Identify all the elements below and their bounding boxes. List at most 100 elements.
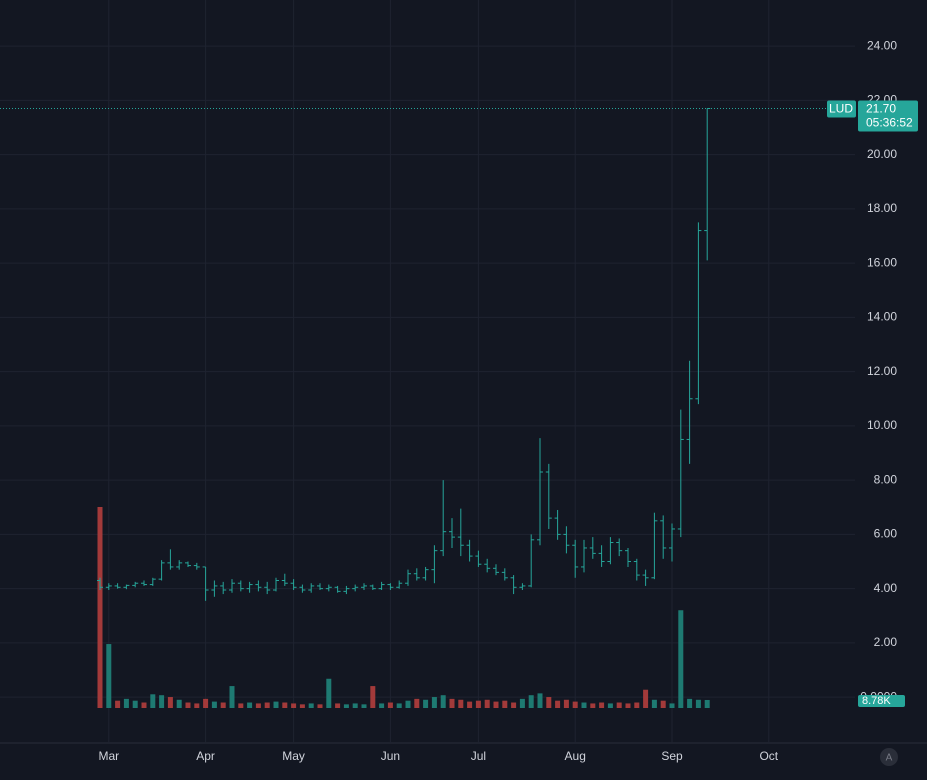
volume-bar bbox=[475, 700, 481, 708]
volume-bar bbox=[555, 700, 561, 708]
volume-bar bbox=[581, 702, 587, 708]
volume-bar bbox=[291, 703, 297, 708]
volume-bar bbox=[590, 703, 596, 708]
y-tick-label: 18.00 bbox=[867, 201, 897, 215]
volume-bar bbox=[625, 703, 631, 708]
volume-bar bbox=[563, 699, 569, 708]
x-tick-label: Aug bbox=[565, 749, 586, 763]
x-tick-label: Sep bbox=[661, 749, 683, 763]
x-tick-label: Oct bbox=[759, 749, 778, 763]
symbol-tag-bg bbox=[827, 100, 856, 118]
volume-bar bbox=[343, 704, 349, 708]
volume-bar bbox=[352, 703, 358, 708]
volume-tag-bg bbox=[858, 694, 905, 707]
volume-bar bbox=[440, 695, 446, 708]
volume-bar bbox=[115, 700, 121, 708]
volume-bar bbox=[106, 644, 112, 708]
volume-bar bbox=[238, 703, 244, 708]
volume-bar bbox=[493, 701, 499, 708]
x-tick-label: Apr bbox=[196, 749, 215, 763]
y-tick-label: 4.00 bbox=[874, 581, 898, 595]
y-tick-label: 14.00 bbox=[867, 310, 897, 324]
volume-bar bbox=[370, 686, 376, 708]
volume-bar bbox=[431, 697, 437, 708]
volume-bar bbox=[651, 699, 657, 708]
volume-bar bbox=[695, 699, 701, 708]
volume-bar bbox=[132, 700, 138, 708]
volume-bar bbox=[678, 610, 684, 708]
volume-bar bbox=[423, 699, 429, 708]
volume-bar bbox=[537, 693, 543, 708]
volume-bar bbox=[211, 701, 217, 708]
volume-bar bbox=[141, 702, 147, 708]
volume-bar bbox=[546, 697, 552, 708]
volume-bar bbox=[528, 695, 534, 708]
volume-bar bbox=[273, 701, 279, 708]
symbol-tag: LUD bbox=[829, 102, 853, 116]
countdown: 05:36:52 bbox=[866, 116, 913, 130]
volume-bar bbox=[387, 702, 393, 708]
volume-bar bbox=[247, 702, 253, 708]
volume-bar bbox=[405, 700, 411, 708]
y-tick-label: 16.00 bbox=[867, 255, 897, 269]
volume-bar bbox=[396, 703, 402, 708]
y-tick-label: 20.00 bbox=[867, 147, 897, 161]
price-tag-bg bbox=[858, 100, 918, 132]
x-tick-label: Jul bbox=[471, 749, 486, 763]
volume-bar bbox=[123, 698, 129, 708]
x-tick-label: Jun bbox=[381, 749, 400, 763]
volume-bar bbox=[308, 703, 314, 708]
volume-bar bbox=[634, 702, 640, 708]
volume-bar bbox=[616, 702, 622, 708]
y-tick-label: 2.00 bbox=[874, 635, 898, 649]
x-tick-label: May bbox=[282, 749, 305, 763]
volume-bar bbox=[449, 698, 455, 708]
volume-bar bbox=[643, 689, 649, 708]
scale-mode-button[interactable] bbox=[880, 748, 898, 766]
volume-tag: 8.78K bbox=[862, 695, 891, 707]
volume-bar bbox=[607, 703, 613, 708]
volume-bar bbox=[458, 699, 464, 708]
volume-bar bbox=[511, 702, 517, 708]
volume-bar bbox=[326, 678, 332, 708]
volume-bar bbox=[167, 697, 173, 708]
volume-bar bbox=[194, 703, 200, 708]
volume-bar bbox=[203, 698, 209, 708]
volume-bar bbox=[255, 703, 261, 708]
volume-bar bbox=[599, 702, 605, 708]
volume-bar bbox=[687, 698, 693, 708]
volume-bar bbox=[264, 702, 270, 708]
volume-bar bbox=[519, 698, 525, 708]
volume-bar bbox=[299, 704, 305, 708]
volume-bar bbox=[229, 686, 235, 708]
y-tick-label: 12.00 bbox=[867, 364, 897, 378]
y-tick-label: 10.00 bbox=[867, 418, 897, 432]
price-tag: 21.70 bbox=[866, 102, 896, 116]
y-tick-label: 6.00 bbox=[874, 527, 898, 541]
volume-bar bbox=[335, 703, 341, 708]
volume-bar bbox=[176, 699, 182, 708]
volume-bar bbox=[361, 704, 367, 708]
volume-bar bbox=[572, 701, 578, 708]
y-tick-label: 8.00 bbox=[874, 472, 898, 486]
volume-bar bbox=[159, 695, 165, 708]
volume-bar bbox=[220, 702, 226, 708]
volume-bar bbox=[467, 701, 473, 708]
volume-bar bbox=[150, 694, 156, 708]
volume-bar bbox=[704, 699, 710, 708]
volume-bar bbox=[669, 703, 675, 708]
volume-bar bbox=[282, 702, 288, 708]
volume-bar bbox=[660, 700, 666, 708]
volume-bar bbox=[502, 700, 508, 708]
x-tick-label: Mar bbox=[98, 749, 119, 763]
volume-bar bbox=[484, 699, 490, 708]
volume-bar bbox=[97, 507, 103, 708]
volume-bar bbox=[317, 704, 323, 708]
y-tick-label: 24.00 bbox=[867, 38, 897, 52]
scale-mode-label[interactable]: A bbox=[886, 753, 893, 764]
volume-bar bbox=[379, 703, 385, 708]
volume-bar bbox=[185, 702, 191, 708]
